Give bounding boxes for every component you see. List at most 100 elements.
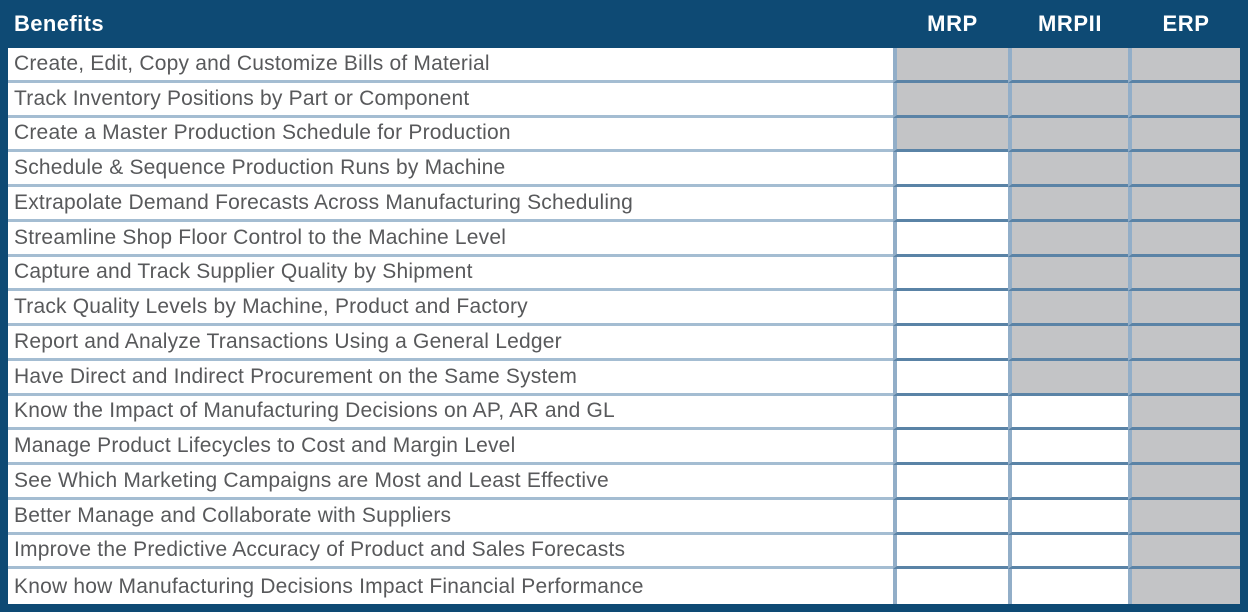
status-cell-erp	[1128, 82, 1240, 118]
status-cell-mrp	[893, 569, 1008, 604]
benefit-label: Capture and Track Supplier Quality by Sh…	[14, 260, 473, 284]
status-cell-erp	[1128, 499, 1240, 535]
table-row: Know how Manufacturing Decisions Impact …	[8, 569, 1240, 604]
table-row: Create a Master Production Schedule for …	[8, 117, 1240, 153]
status-cell-erp	[1128, 465, 1240, 500]
benefit-cell: Capture and Track Supplier Quality by Sh…	[8, 256, 893, 292]
benefit-label: Streamline Shop Floor Control to the Mac…	[14, 225, 507, 249]
status-cell-erp	[1128, 291, 1240, 326]
benefit-cell: Create, Edit, Copy and Customize Bills o…	[8, 48, 893, 83]
benefit-label: Schedule & Sequence Production Runs by M…	[14, 156, 506, 180]
status-cell-erp	[1128, 430, 1240, 465]
status-cell-mrpii	[1008, 82, 1128, 118]
benefit-label: Track Inventory Positions by Part or Com…	[14, 86, 470, 110]
table-row: Track Quality Levels by Machine, Product…	[8, 291, 1240, 326]
status-cell-erp	[1128, 221, 1240, 257]
table-row: Better Manage and Collaborate with Suppl…	[8, 499, 1240, 535]
benefit-label: Create, Edit, Copy and Customize Bills o…	[14, 51, 490, 75]
status-cell-erp	[1128, 117, 1240, 153]
status-cell-mrpii	[1008, 48, 1128, 83]
benefit-label: Report and Analyze Transactions Using a …	[14, 329, 562, 353]
status-cell-mrp	[893, 221, 1008, 257]
benefit-cell: Improve the Predictive Accuracy of Produ…	[8, 534, 893, 570]
status-cell-erp	[1128, 187, 1240, 222]
status-cell-mrp	[893, 82, 1008, 118]
table-row: Streamline Shop Floor Control to the Mac…	[8, 221, 1240, 257]
status-cell-mrpii	[1008, 499, 1128, 535]
table-row: Track Inventory Positions by Part or Com…	[8, 82, 1240, 118]
status-cell-erp	[1128, 152, 1240, 187]
status-cell-mrpii	[1008, 395, 1128, 431]
status-cell-mrp	[893, 465, 1008, 500]
table-header: Benefits MRP MRPII ERP	[8, 0, 1240, 48]
status-cell-mrp	[893, 187, 1008, 222]
benefit-label: Create a Master Production Schedule for …	[14, 121, 511, 145]
status-cell-mrpii	[1008, 569, 1128, 604]
status-cell-erp	[1128, 395, 1240, 431]
benefit-cell: Track Inventory Positions by Part or Com…	[8, 82, 893, 118]
table-row: Manage Product Lifecycles to Cost and Ma…	[8, 430, 1240, 465]
benefit-label: Have Direct and Indirect Procurement on …	[14, 364, 578, 388]
status-cell-mrpii	[1008, 465, 1128, 500]
benefit-label: Extrapolate Demand Forecasts Across Manu…	[14, 190, 633, 214]
benefit-label: Know the Impact of Manufacturing Decisio…	[14, 399, 615, 423]
status-cell-mrpii	[1008, 326, 1128, 361]
status-cell-mrp	[893, 395, 1008, 431]
status-cell-mrp	[893, 499, 1008, 535]
table-row: Create, Edit, Copy and Customize Bills o…	[8, 48, 1240, 83]
status-cell-mrp	[893, 360, 1008, 396]
table-body: Create, Edit, Copy and Customize Bills o…	[8, 48, 1240, 604]
status-cell-mrp	[893, 256, 1008, 292]
benefit-cell: Extrapolate Demand Forecasts Across Manu…	[8, 187, 893, 222]
benefit-label: See Which Marketing Campaigns are Most a…	[14, 468, 609, 492]
benefit-cell: Manage Product Lifecycles to Cost and Ma…	[8, 430, 893, 465]
status-cell-mrpii	[1008, 152, 1128, 187]
status-cell-mrp	[893, 291, 1008, 326]
status-cell-mrp	[893, 430, 1008, 465]
status-cell-mrp	[893, 117, 1008, 153]
header-benefits-label: Benefits	[14, 11, 104, 36]
status-cell-mrpii	[1008, 534, 1128, 570]
status-cell-erp	[1128, 534, 1240, 570]
table-row: Extrapolate Demand Forecasts Across Manu…	[8, 187, 1240, 222]
benefit-label: Improve the Predictive Accuracy of Produ…	[14, 538, 626, 562]
benefit-cell: See Which Marketing Campaigns are Most a…	[8, 465, 893, 500]
status-cell-mrp	[893, 534, 1008, 570]
status-cell-mrpii	[1008, 430, 1128, 465]
status-cell-erp	[1128, 360, 1240, 396]
benefit-cell: Report and Analyze Transactions Using a …	[8, 326, 893, 361]
status-cell-erp	[1128, 569, 1240, 604]
status-cell-mrpii	[1008, 360, 1128, 396]
benefit-label: Manage Product Lifecycles to Cost and Ma…	[14, 434, 516, 458]
status-cell-mrpii	[1008, 291, 1128, 326]
header-col-mrpii: MRPII	[1037, 11, 1103, 36]
benefit-cell: Schedule & Sequence Production Runs by M…	[8, 152, 893, 187]
status-cell-mrpii	[1008, 221, 1128, 257]
benefit-cell: Streamline Shop Floor Control to the Mac…	[8, 221, 893, 257]
benefit-label: Know how Manufacturing Decisions Impact …	[14, 574, 644, 598]
table-row: Capture and Track Supplier Quality by Sh…	[8, 256, 1240, 292]
status-cell-mrp	[893, 326, 1008, 361]
table-row: Schedule & Sequence Production Runs by M…	[8, 152, 1240, 187]
table-row: Report and Analyze Transactions Using a …	[8, 326, 1240, 361]
benefit-label: Better Manage and Collaborate with Suppl…	[14, 503, 452, 527]
status-cell-erp	[1128, 256, 1240, 292]
benefit-cell: Know how Manufacturing Decisions Impact …	[8, 569, 893, 604]
table-row: Know the Impact of Manufacturing Decisio…	[8, 395, 1240, 431]
benefit-cell: Create a Master Production Schedule for …	[8, 117, 893, 153]
status-cell-erp	[1128, 48, 1240, 83]
status-cell-mrp	[893, 152, 1008, 187]
table-row: Improve the Predictive Accuracy of Produ…	[8, 534, 1240, 570]
benefit-cell: Have Direct and Indirect Procurement on …	[8, 360, 893, 396]
status-cell-mrpii	[1008, 256, 1128, 292]
status-cell-mrp	[893, 48, 1008, 83]
header-col-erp: ERP	[1162, 11, 1210, 36]
header-col-mrp: MRP	[927, 11, 978, 36]
table-row: Have Direct and Indirect Procurement on …	[8, 360, 1240, 396]
benefit-cell: Better Manage and Collaborate with Suppl…	[8, 499, 893, 535]
benefit-cell: Track Quality Levels by Machine, Product…	[8, 291, 893, 326]
benefit-cell: Know the Impact of Manufacturing Decisio…	[8, 395, 893, 431]
status-cell-erp	[1128, 326, 1240, 361]
benefit-label: Track Quality Levels by Machine, Product…	[14, 295, 528, 319]
